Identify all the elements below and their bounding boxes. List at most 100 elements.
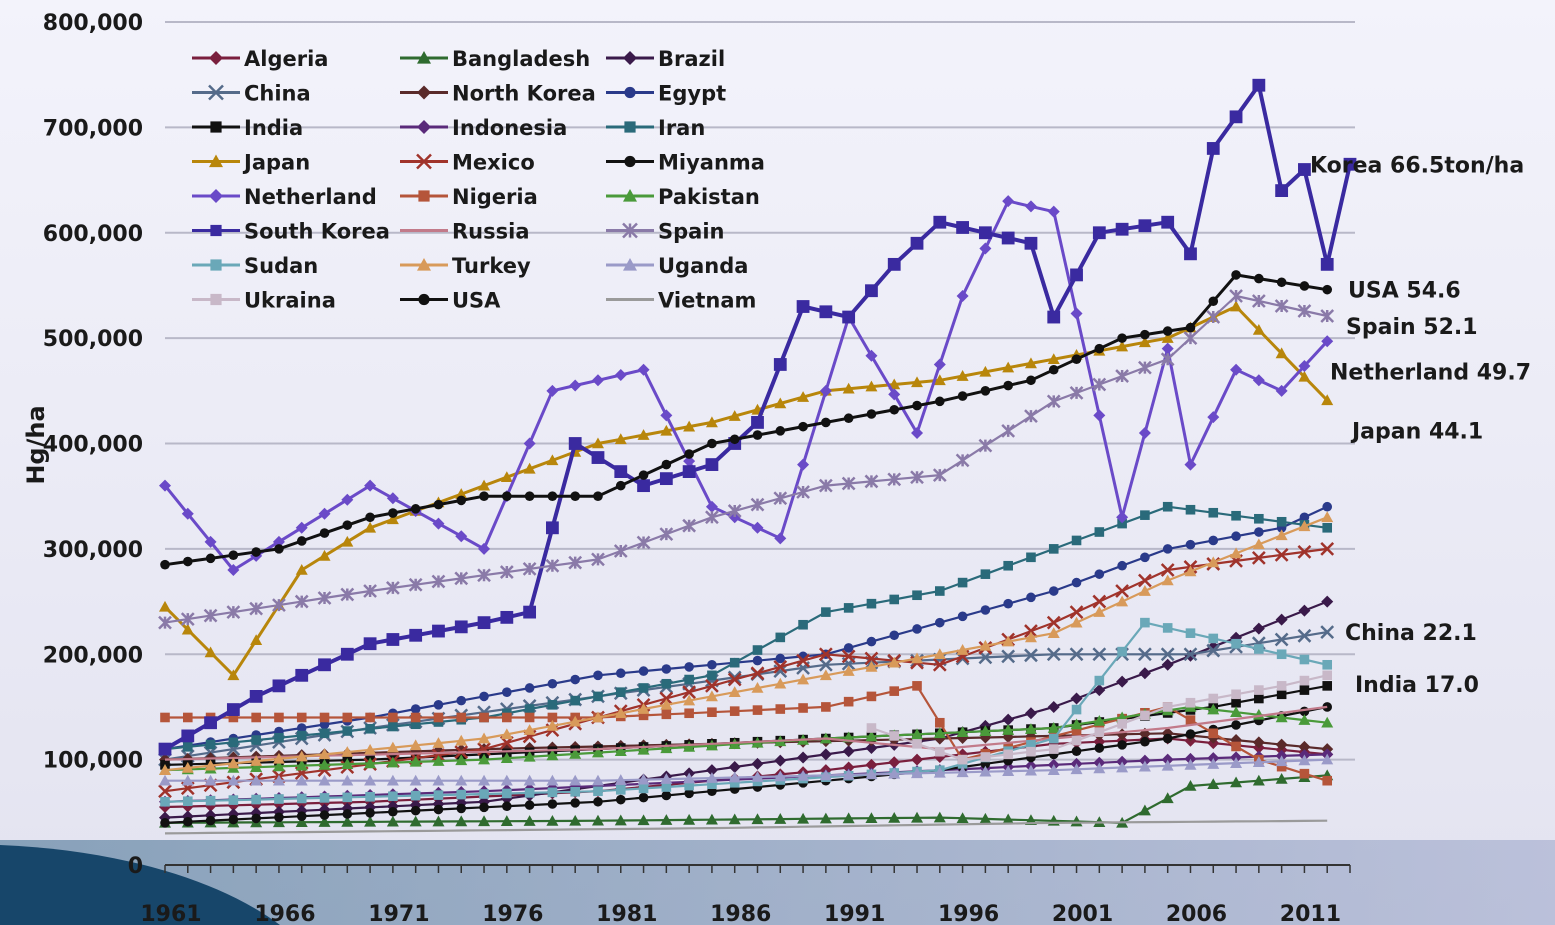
data-point [912, 590, 922, 600]
data-point [889, 630, 899, 640]
legend-label: Brazil [658, 47, 725, 71]
data-point [819, 305, 832, 318]
data-point [251, 795, 261, 805]
data-point [1186, 628, 1196, 638]
legend-label: Mexico [452, 151, 535, 175]
data-point [229, 550, 239, 560]
data-point [1300, 769, 1310, 779]
data-point [479, 713, 489, 723]
legend-marker [418, 294, 429, 305]
data-point [570, 787, 580, 797]
data-point [912, 739, 922, 749]
legend-marker [210, 294, 221, 305]
annotation-label: India 17.0 [1355, 673, 1479, 698]
data-point [1140, 711, 1150, 721]
data-point [844, 603, 854, 613]
data-point [206, 554, 216, 564]
x-tick-label: 1981 [596, 902, 657, 925]
data-point [730, 658, 740, 668]
data-point [616, 481, 626, 491]
data-point [502, 801, 512, 811]
data-point [1047, 311, 1060, 324]
data-point [525, 683, 535, 693]
data-point [639, 470, 649, 480]
data-point [706, 458, 719, 471]
data-point [388, 791, 398, 801]
data-point [502, 687, 512, 697]
data-point [1140, 330, 1150, 340]
data-point [388, 722, 398, 732]
data-point [1072, 746, 1082, 756]
data-point [456, 496, 466, 506]
data-point [593, 786, 603, 796]
data-point [297, 713, 307, 723]
data-point [751, 416, 764, 429]
data-point [844, 413, 854, 423]
legend-marker [210, 121, 221, 132]
data-point [478, 616, 491, 629]
data-point [160, 797, 170, 807]
data-point [1163, 702, 1173, 712]
data-point [297, 794, 307, 804]
data-point [707, 671, 717, 681]
data-point [525, 704, 535, 714]
data-point [251, 735, 261, 745]
data-point [183, 557, 193, 567]
y-tick-label: 600,000 [43, 222, 143, 247]
data-point [1252, 79, 1265, 92]
data-point [798, 703, 808, 713]
x-tick-label: 2011 [1280, 902, 1341, 925]
data-point [981, 752, 991, 762]
data-point [684, 675, 694, 685]
data-point [1163, 734, 1173, 744]
legend-label: Spain [658, 220, 724, 244]
data-point [1277, 517, 1287, 527]
data-point [1072, 736, 1082, 746]
legend-label: Iran [658, 116, 705, 140]
data-point [1049, 365, 1059, 375]
data-point [1277, 681, 1287, 691]
data-point [297, 536, 307, 546]
data-point [753, 705, 763, 715]
legend-marker [418, 190, 429, 201]
data-point [1300, 281, 1310, 291]
data-point [1049, 744, 1059, 754]
data-point [388, 713, 398, 723]
data-point [274, 733, 284, 743]
data-point [753, 430, 763, 440]
legend-label: Egypt [658, 82, 726, 106]
data-point [1321, 258, 1334, 271]
data-point [365, 512, 375, 522]
data-point [251, 547, 261, 557]
data-point [1322, 523, 1332, 533]
data-point [274, 813, 284, 823]
y-tick-label: 300,000 [43, 538, 143, 563]
data-point [548, 788, 558, 798]
data-point [1186, 505, 1196, 515]
data-point [1275, 184, 1288, 197]
data-point [456, 713, 466, 723]
data-point [365, 713, 375, 723]
data-point [570, 696, 580, 706]
data-point [935, 586, 945, 596]
data-point [365, 724, 375, 734]
data-point [318, 658, 331, 671]
data-point [684, 708, 694, 718]
data-point [1231, 742, 1241, 752]
data-point [1208, 296, 1218, 306]
data-point [662, 460, 672, 470]
data-point [1161, 216, 1174, 229]
data-point [1231, 720, 1241, 730]
data-point [865, 284, 878, 297]
data-point [912, 401, 922, 411]
data-point [1186, 729, 1196, 739]
data-point [821, 702, 831, 712]
data-point [797, 300, 810, 313]
legend-label: Pakistan [658, 185, 760, 209]
data-point [1095, 743, 1105, 753]
data-point [935, 618, 945, 628]
data-point [1139, 219, 1152, 232]
data-point [1072, 578, 1082, 588]
data-point [570, 675, 580, 685]
data-point [660, 472, 673, 485]
